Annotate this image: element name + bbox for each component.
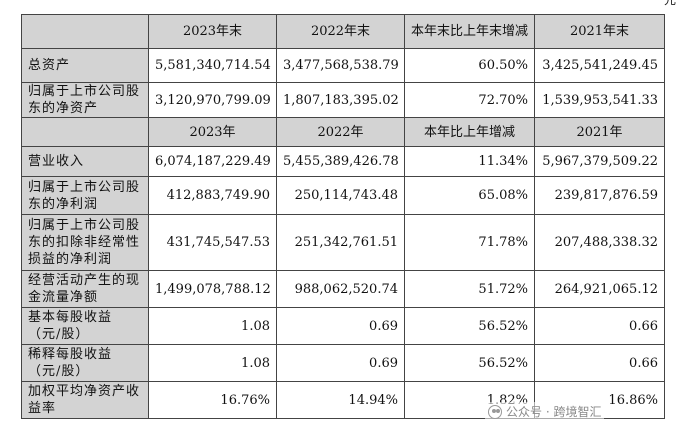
row-label: 归属于上市公司股东的扣除非经常性损益的净利润 bbox=[21, 214, 149, 271]
row-label: 营业收入 bbox=[21, 146, 149, 177]
value-cell: 264,921,065.12 bbox=[534, 270, 665, 308]
value-cell: 1.08 bbox=[148, 344, 277, 382]
row-label: 归属于上市公司股东的净利润 bbox=[21, 176, 149, 215]
row-label: 基本每股收益（元/股） bbox=[21, 307, 149, 345]
row-label: 加权平均净资产收益率 bbox=[21, 381, 149, 419]
value-cell: 5,581,340,714.54 bbox=[148, 48, 277, 83]
table-row: 基本每股收益（元/股） 1.08 0.69 56.52% 0.66 bbox=[21, 307, 665, 345]
value-cell: 0.66 bbox=[534, 307, 665, 345]
value-cell: 60.50% bbox=[404, 48, 535, 83]
value-cell: 56.52% bbox=[404, 344, 535, 382]
value-cell: 431,745,547.53 bbox=[148, 214, 277, 271]
value-cell: 0.66 bbox=[534, 344, 665, 382]
header-cell: 2023年末 bbox=[148, 14, 277, 49]
value-cell: 3,120,970,799.09 bbox=[148, 82, 277, 118]
value-cell: 1.82% bbox=[404, 381, 535, 419]
header-cell: 2023年 bbox=[148, 117, 277, 147]
value-cell: 6,074,187,229.49 bbox=[148, 146, 277, 177]
financial-summary-table: 2023年末 2022年末 本年末比上年末增减 2021年末 总资产 5,581… bbox=[21, 14, 665, 419]
value-cell: 239,817,876.59 bbox=[534, 176, 665, 215]
header-cell: 2022年 bbox=[276, 117, 405, 147]
value-cell: 1,807,183,395.02 bbox=[276, 82, 405, 118]
value-cell: 0.69 bbox=[276, 307, 405, 345]
header-cell: 本年比上年增减 bbox=[404, 117, 535, 147]
value-cell: 0.69 bbox=[276, 344, 405, 382]
value-cell: 5,967,379,509.22 bbox=[534, 146, 665, 177]
header-cell bbox=[21, 117, 149, 147]
header-cell: 本年末比上年末增减 bbox=[404, 14, 535, 49]
value-cell: 412,883,749.90 bbox=[148, 176, 277, 215]
value-cell: 72.70% bbox=[404, 82, 535, 118]
value-cell: 16.76% bbox=[148, 381, 277, 419]
table-row: 归属于上市公司股东的净资产 3,120,970,799.09 1,807,183… bbox=[21, 82, 665, 118]
header-row-year: 2023年 2022年 本年比上年增减 2021年 bbox=[21, 117, 665, 147]
row-label: 经营活动产生的现金流量净额 bbox=[21, 270, 149, 308]
header-cell: 2021年末 bbox=[534, 14, 665, 49]
value-cell: 251,342,761.51 bbox=[276, 214, 405, 271]
watermark-text: 公众号 · 跨境智汇 bbox=[506, 405, 602, 419]
table-row: 归属于上市公司股东的净利润 412,883,749.90 250,114,743… bbox=[21, 176, 665, 215]
row-label: 稀释每股收益（元/股） bbox=[21, 344, 149, 382]
value-cell: 250,114,743.48 bbox=[276, 176, 405, 215]
table-row: 总资产 5,581,340,714.54 3,477,568,538.79 60… bbox=[21, 48, 665, 83]
value-cell: 14.94% bbox=[276, 381, 405, 419]
value-cell: 3,425,541,249.45 bbox=[534, 48, 665, 83]
value-cell: 1,539,953,541.33 bbox=[534, 82, 665, 118]
watermark: 公众号 · 跨境智汇 bbox=[485, 402, 605, 421]
header-cell: 2022年末 bbox=[276, 14, 405, 49]
value-cell: 51.72% bbox=[404, 270, 535, 308]
table-row: 营业收入 6,074,187,229.49 5,455,389,426.78 1… bbox=[21, 146, 665, 177]
wechat-icon bbox=[488, 404, 502, 419]
value-cell: 207,488,338.32 bbox=[534, 214, 665, 271]
value-cell: 3,477,568,538.79 bbox=[276, 48, 405, 83]
table-row: 加权平均净资产收益率 16.76% 14.94% 1.82% 16.86% bbox=[21, 381, 665, 419]
value-cell: 5,455,389,426.78 bbox=[276, 146, 405, 177]
unit-mark: 元 bbox=[663, 0, 676, 7]
table-row: 归属于上市公司股东的扣除非经常性损益的净利润 431,745,547.53 25… bbox=[21, 214, 665, 271]
row-label: 归属于上市公司股东的净资产 bbox=[21, 82, 149, 118]
value-cell: 56.52% bbox=[404, 307, 535, 345]
value-cell: 988,062,520.74 bbox=[276, 270, 405, 308]
header-cell bbox=[21, 14, 149, 49]
value-cell: 1,499,078,788.12 bbox=[148, 270, 277, 308]
row-label: 总资产 bbox=[21, 48, 149, 83]
value-cell: 65.08% bbox=[404, 176, 535, 215]
header-cell: 2021年 bbox=[534, 117, 665, 147]
value-cell: 1.08 bbox=[148, 307, 277, 345]
table-row: 经营活动产生的现金流量净额 1,499,078,788.12 988,062,5… bbox=[21, 270, 665, 308]
value-cell: 71.78% bbox=[404, 214, 535, 271]
value-cell: 11.34% bbox=[404, 146, 535, 177]
table-row: 稀释每股收益（元/股） 1.08 0.69 56.52% 0.66 bbox=[21, 344, 665, 382]
header-row-year-end: 2023年末 2022年末 本年末比上年末增减 2021年末 bbox=[21, 14, 665, 49]
